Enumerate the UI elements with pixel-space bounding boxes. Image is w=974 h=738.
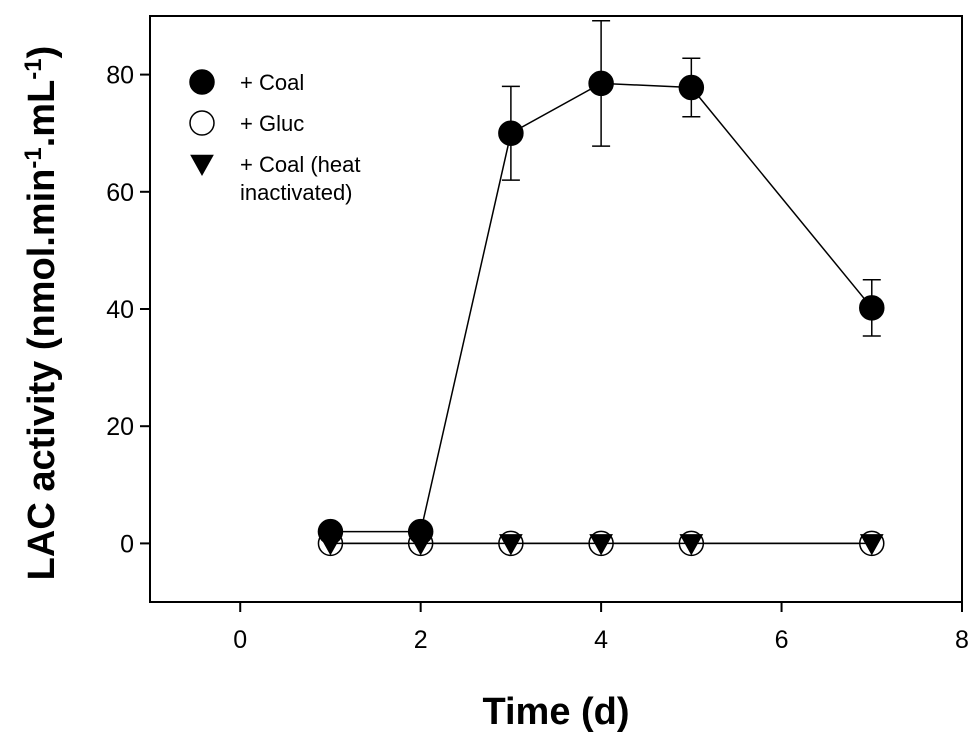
legend-label-line: inactivated)	[240, 180, 353, 205]
y-axis-title-superscript-1: -1	[20, 147, 47, 168]
legend-label: + Coal (heat inactivated)	[240, 152, 360, 205]
legend-label-line: + Gluc	[240, 111, 304, 136]
data-point	[318, 534, 343, 556]
legend-marker	[190, 154, 214, 177]
y-axis-ticks: 0 20 40 60 80	[106, 62, 150, 558]
data-point	[679, 534, 704, 556]
y-tick-label: 40	[106, 296, 134, 324]
x-tick-label: 6	[775, 626, 789, 654]
y-axis-title-mid: .mL	[21, 80, 63, 148]
data-point	[408, 534, 433, 556]
plot-border	[149, 15, 963, 603]
data-point	[588, 70, 614, 97]
legend-label-line: + Coal	[240, 70, 304, 95]
legend: + Coal + Gluc + Coal (heat inactivated)	[189, 69, 360, 205]
legend-marker	[189, 110, 215, 136]
legend-item: + Gluc	[189, 110, 304, 136]
legend-item: + Coal (heat inactivated)	[190, 152, 360, 205]
x-axis-ticks: 0 2 4 6 8	[233, 602, 969, 654]
y-axis-title-superscript-2: -1	[20, 58, 47, 79]
plot-frame	[149, 15, 963, 603]
series-layer	[317, 19, 885, 557]
legend-label-line: + Coal (heat	[240, 152, 360, 177]
y-tick-label: 0	[120, 530, 134, 558]
data-point	[859, 534, 884, 556]
x-tick-label: 2	[414, 626, 428, 654]
data-point	[859, 295, 885, 321]
y-tick-label: 20	[106, 413, 134, 441]
legend-marker	[189, 69, 215, 95]
data-point	[499, 534, 523, 556]
series-1	[317, 19, 885, 545]
x-axis-title: Time (d)	[482, 691, 629, 733]
y-axis-title: LAC activity (nmol.min-1.mL-1)	[20, 46, 64, 581]
data-point	[678, 74, 705, 101]
x-tick-label: 0	[233, 626, 247, 654]
y-tick-label: 60	[106, 179, 134, 207]
series-line	[330, 82, 873, 533]
y-axis-title-main: LAC activity (nmol.min	[21, 169, 63, 581]
data-point	[589, 534, 613, 556]
legend-item: + Coal	[189, 69, 304, 95]
y-axis-title-end: )	[21, 46, 63, 59]
legend-label: + Coal	[240, 70, 304, 95]
data-point	[498, 120, 524, 146]
legend-label: + Gluc	[240, 111, 304, 136]
x-tick-label: 8	[955, 626, 969, 654]
y-tick-label: 80	[106, 62, 134, 90]
series-3	[318, 534, 884, 556]
x-tick-label: 4	[594, 626, 608, 654]
